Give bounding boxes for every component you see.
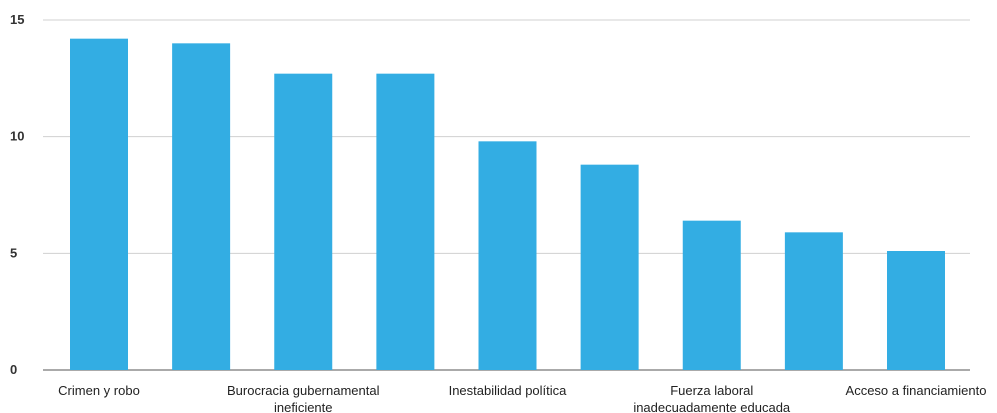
x-category-label-line: Crimen y robo — [58, 383, 140, 398]
x-category-label-line: Fuerza laboral — [670, 383, 753, 398]
x-category-label: Fuerza laboral inadecuadamente educada — [633, 383, 791, 413]
bar-7 — [682, 220, 741, 370]
x-category-label-line: Inestabilidad política — [449, 383, 568, 398]
y-tick-label: 0 — [10, 362, 17, 377]
y-tick-label: 5 — [10, 245, 17, 260]
y-tick-label: 15 — [10, 12, 24, 27]
bar-5 — [478, 141, 537, 370]
bar-3 — [274, 73, 333, 371]
x-category-label: Inestabilidad política — [449, 383, 568, 398]
x-category-label-line: Burocracia gubernamental — [227, 383, 380, 398]
bar-1 — [70, 38, 128, 371]
y-tick-label: 10 — [10, 129, 24, 144]
x-category-label: Acceso a financiamiento — [846, 383, 987, 398]
bar-8 — [784, 232, 843, 370]
x-category-label-line: ineficiente — [274, 400, 333, 413]
bar-4 — [376, 73, 435, 371]
x-category-label: Burocracia gubernamental ineficiente — [227, 383, 380, 413]
bars — [70, 38, 945, 371]
bar-2 — [172, 43, 231, 370]
bar-9 — [887, 251, 945, 370]
x-category-label-line: Acceso a financiamiento — [846, 383, 987, 398]
x-axis-labels: Crimen y robo Burocracia gubernamental ine… — [58, 383, 986, 413]
bar-6 — [580, 164, 639, 370]
x-category-label-line: inadecuadamente educada — [633, 400, 791, 413]
y-axis-ticks: 0 5 10 15 — [10, 12, 24, 377]
x-category-label: Crimen y robo — [58, 383, 140, 398]
